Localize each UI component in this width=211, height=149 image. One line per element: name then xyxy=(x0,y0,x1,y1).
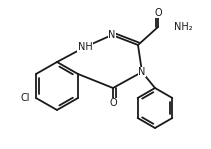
Text: NH₂: NH₂ xyxy=(174,22,193,32)
Text: O: O xyxy=(109,98,117,108)
Text: O: O xyxy=(154,8,162,18)
Text: NH: NH xyxy=(78,42,92,52)
Text: Cl: Cl xyxy=(20,93,30,103)
Text: N: N xyxy=(138,67,146,77)
Text: N: N xyxy=(108,30,116,40)
